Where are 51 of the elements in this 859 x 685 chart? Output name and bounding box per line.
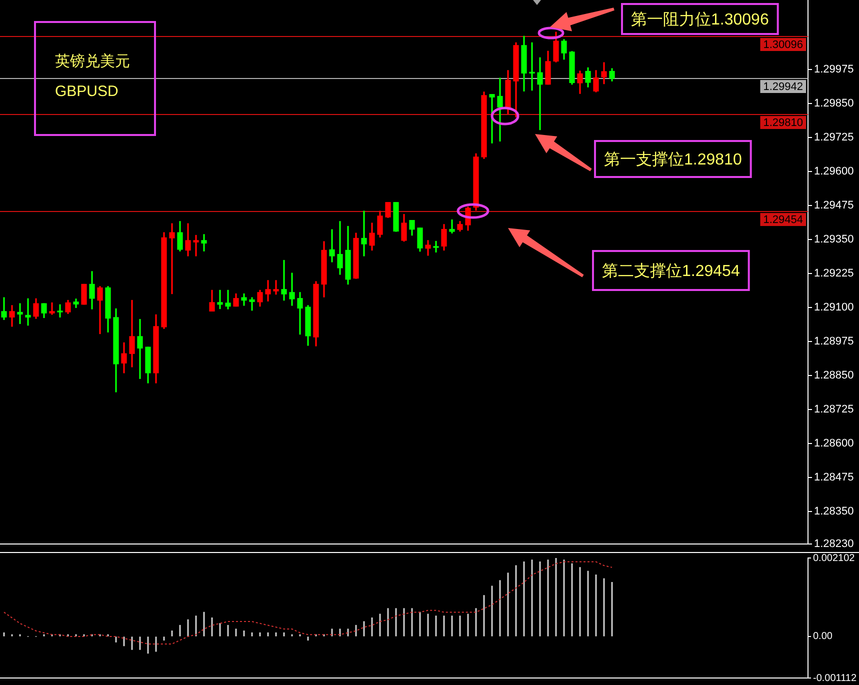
candlestick (449, 219, 455, 234)
candlestick (433, 240, 439, 252)
ref-line-label: 1.30096 (763, 39, 804, 52)
text: GBPUSD (55, 83, 119, 100)
y-tick-label: 1.28230 (814, 538, 854, 550)
y-tick-label: 1.28975 (814, 335, 854, 348)
text: 英镑兑美元 (55, 53, 130, 70)
candlestick (25, 298, 31, 326)
candlestick (225, 290, 231, 310)
y-tick-label: 0.002102 (813, 552, 856, 564)
candlestick (249, 297, 255, 311)
candlestick (201, 234, 207, 252)
y-tick-label: 1.29600 (814, 165, 854, 178)
y-tick-label: 1.29850 (814, 97, 854, 110)
candlestick (529, 42, 535, 91)
candlestick (537, 57, 543, 130)
y-tick-label: -0.001112 (813, 672, 857, 684)
y-tick-label: 1.29100 (814, 301, 854, 314)
annotation: 第二支撑位1.29454 (602, 262, 740, 280)
y-tick-label: 1.28600 (814, 437, 854, 450)
line-series (4, 561, 612, 644)
annotation: 第一支撑位1.29810 (604, 150, 742, 168)
candlestick (281, 260, 287, 301)
candlestick (329, 229, 335, 262)
candlestick (217, 290, 223, 310)
candlestick (57, 304, 63, 318)
y-tick-label: 1.29350 (814, 233, 854, 246)
y-tick-label: 1.29475 (814, 199, 854, 212)
candlestick (137, 319, 143, 379)
ref-line-label: 1.29810 (763, 117, 804, 130)
candlestick (193, 234, 199, 256)
candlestick (169, 223, 175, 294)
candlestick (265, 280, 271, 302)
y-tick-label: 1.28850 (814, 369, 854, 382)
candlestick (49, 302, 55, 315)
ref-line-label: 1.29454 (763, 214, 804, 226)
y-tick-label: 1.29975 (814, 63, 854, 76)
candlestick (297, 292, 303, 335)
y-tick-label: 1.28350 (814, 505, 854, 518)
y-tick-label: 1.28475 (814, 471, 854, 484)
candlestick (289, 272, 295, 306)
y-tick-label: 1.28725 (814, 403, 854, 416)
candlestick (361, 210, 367, 256)
y-tick-label: 0.00 (813, 631, 833, 642)
y-tick-label: 1.29725 (814, 131, 854, 144)
candlestick (17, 303, 23, 324)
candlestick (273, 280, 279, 295)
y-tick-label: 1.29225 (814, 267, 854, 280)
annotation: 第一阻力位1.30096 (631, 10, 769, 28)
ref-line-label: 1.29942 (763, 81, 804, 94)
candlestick (497, 78, 503, 142)
